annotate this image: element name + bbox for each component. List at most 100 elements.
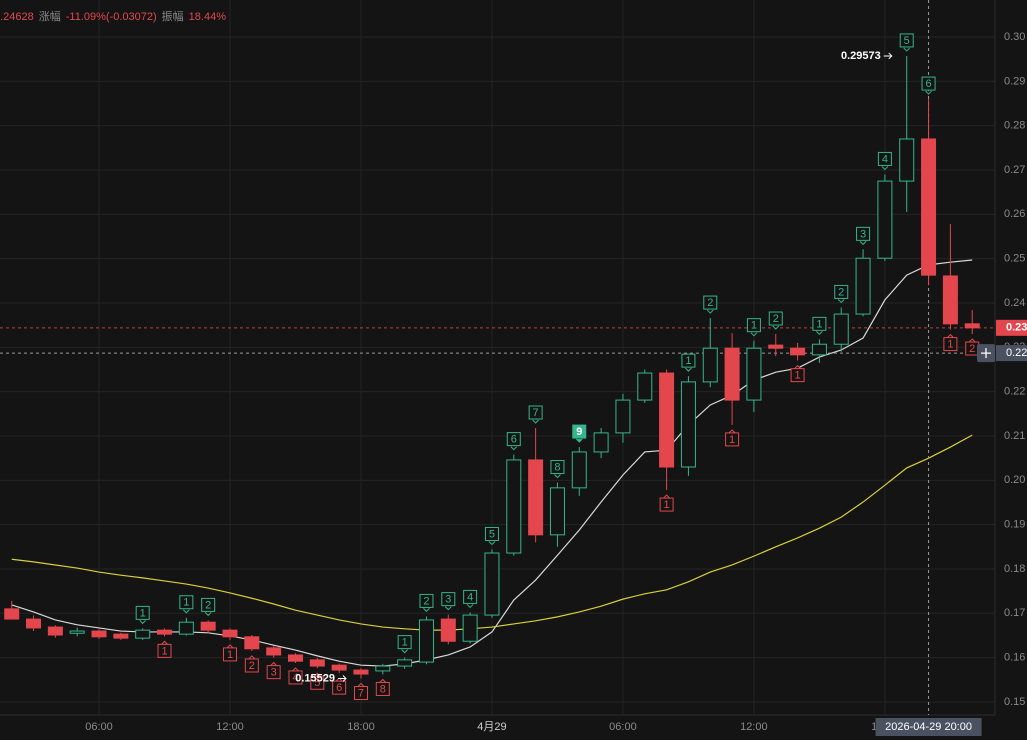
td-box xyxy=(550,460,565,475)
td-pointer xyxy=(292,667,299,672)
td-pointer xyxy=(728,429,736,434)
td-pointer xyxy=(466,604,474,609)
y-tick-label: 0.27 xyxy=(1004,164,1025,176)
td-pointer xyxy=(532,419,539,424)
td-pointer xyxy=(706,309,714,314)
td-label: 6 xyxy=(511,434,517,446)
candle-body xyxy=(440,618,456,642)
x-tick-label: 18:00 xyxy=(347,721,375,733)
crosshair-x-box xyxy=(875,718,982,736)
td-pointer xyxy=(401,649,408,654)
candle-body xyxy=(680,381,696,468)
crosshair-y-label: 0.22 xyxy=(1006,347,1027,359)
td-pointer xyxy=(182,609,190,614)
header-change-label: 涨幅 xyxy=(39,10,61,23)
td-pointer xyxy=(947,333,954,338)
td-pointer xyxy=(379,678,387,683)
td-pointer xyxy=(837,299,845,304)
td-label: 1 xyxy=(816,318,822,330)
td-label: 1 xyxy=(795,370,801,382)
candle-body xyxy=(26,618,42,629)
td-pointer xyxy=(903,47,911,52)
crosshair-y-box xyxy=(996,345,1027,362)
candle-body xyxy=(877,180,893,259)
td-box xyxy=(179,595,194,610)
td-box xyxy=(135,605,150,620)
y-tick-label: 0.19 xyxy=(1004,519,1025,531)
td-label: 6 xyxy=(925,78,931,90)
candle-body xyxy=(637,372,653,401)
last-price-box xyxy=(996,319,1027,336)
td-pointer xyxy=(859,241,867,246)
candle-body xyxy=(899,138,915,182)
candle-body xyxy=(724,347,740,401)
y-tick-label: 0.24 xyxy=(1004,297,1025,309)
td-pointer xyxy=(575,438,583,443)
y-tick-label: 0.28 xyxy=(1004,120,1025,132)
td-pointer xyxy=(816,330,823,336)
td-label: 1 xyxy=(664,499,670,511)
y-tick-label: 0.22 xyxy=(1004,386,1025,398)
add-button[interactable] xyxy=(977,344,995,363)
candle-body xyxy=(157,629,173,635)
candle-body xyxy=(375,665,391,672)
td-box xyxy=(746,318,761,333)
y-tick-label: 0.18 xyxy=(1004,563,1025,575)
y-tick-label: 0.26 xyxy=(1004,208,1025,220)
x-tick-label: 06:00 xyxy=(85,721,113,733)
td-pointer xyxy=(881,166,889,171)
candle-body xyxy=(571,451,587,489)
header-change: -11.09%(-0.03072) xyxy=(66,11,157,23)
candle-body xyxy=(811,343,827,356)
candle-body xyxy=(659,372,675,468)
td-box xyxy=(397,635,412,650)
candle-body xyxy=(746,347,762,401)
candle-body xyxy=(855,257,871,315)
td-box xyxy=(310,675,325,690)
td-label: 2 xyxy=(707,297,713,309)
x-tick-label: 4月29 xyxy=(477,721,506,733)
td-pointer xyxy=(772,325,780,330)
td-label: 6 xyxy=(336,682,342,694)
td-pointer xyxy=(270,661,278,666)
td-box xyxy=(484,526,499,541)
td-pointer xyxy=(510,446,518,451)
candle-body xyxy=(135,629,151,639)
td-box xyxy=(659,497,674,512)
td-box xyxy=(528,405,543,420)
candle-body xyxy=(615,399,631,434)
td-pointer xyxy=(226,644,234,649)
td-label: 5 xyxy=(904,35,910,47)
annotation-arrow xyxy=(883,52,893,60)
td-label: 1 xyxy=(751,320,757,332)
add-button-icon xyxy=(981,348,991,359)
td-box xyxy=(703,295,718,310)
min-label: 0.15529 xyxy=(295,672,335,684)
header-amplitude-label: 振幅 xyxy=(162,9,184,23)
td-box xyxy=(681,353,696,368)
td-box xyxy=(506,432,521,447)
candle-body xyxy=(91,630,107,638)
x-tick-label: 06:00 xyxy=(609,721,637,733)
td-label: 1 xyxy=(947,339,953,351)
candle-body xyxy=(528,459,544,536)
td-label: 1 xyxy=(183,597,189,609)
candle-body xyxy=(69,630,85,634)
candle-body xyxy=(942,275,958,325)
td-box xyxy=(877,151,892,166)
td-box xyxy=(419,593,434,608)
candle-body xyxy=(397,659,413,667)
td-pointer xyxy=(444,606,452,611)
td-label: 1 xyxy=(402,637,408,649)
td-pointer xyxy=(357,682,365,687)
candle-body xyxy=(484,552,500,616)
td-box xyxy=(157,643,172,658)
moving-average xyxy=(11,434,973,631)
td-box xyxy=(463,589,478,604)
candle-body xyxy=(593,432,609,453)
annotation-arrow xyxy=(337,675,347,682)
td-pointer xyxy=(161,640,168,645)
